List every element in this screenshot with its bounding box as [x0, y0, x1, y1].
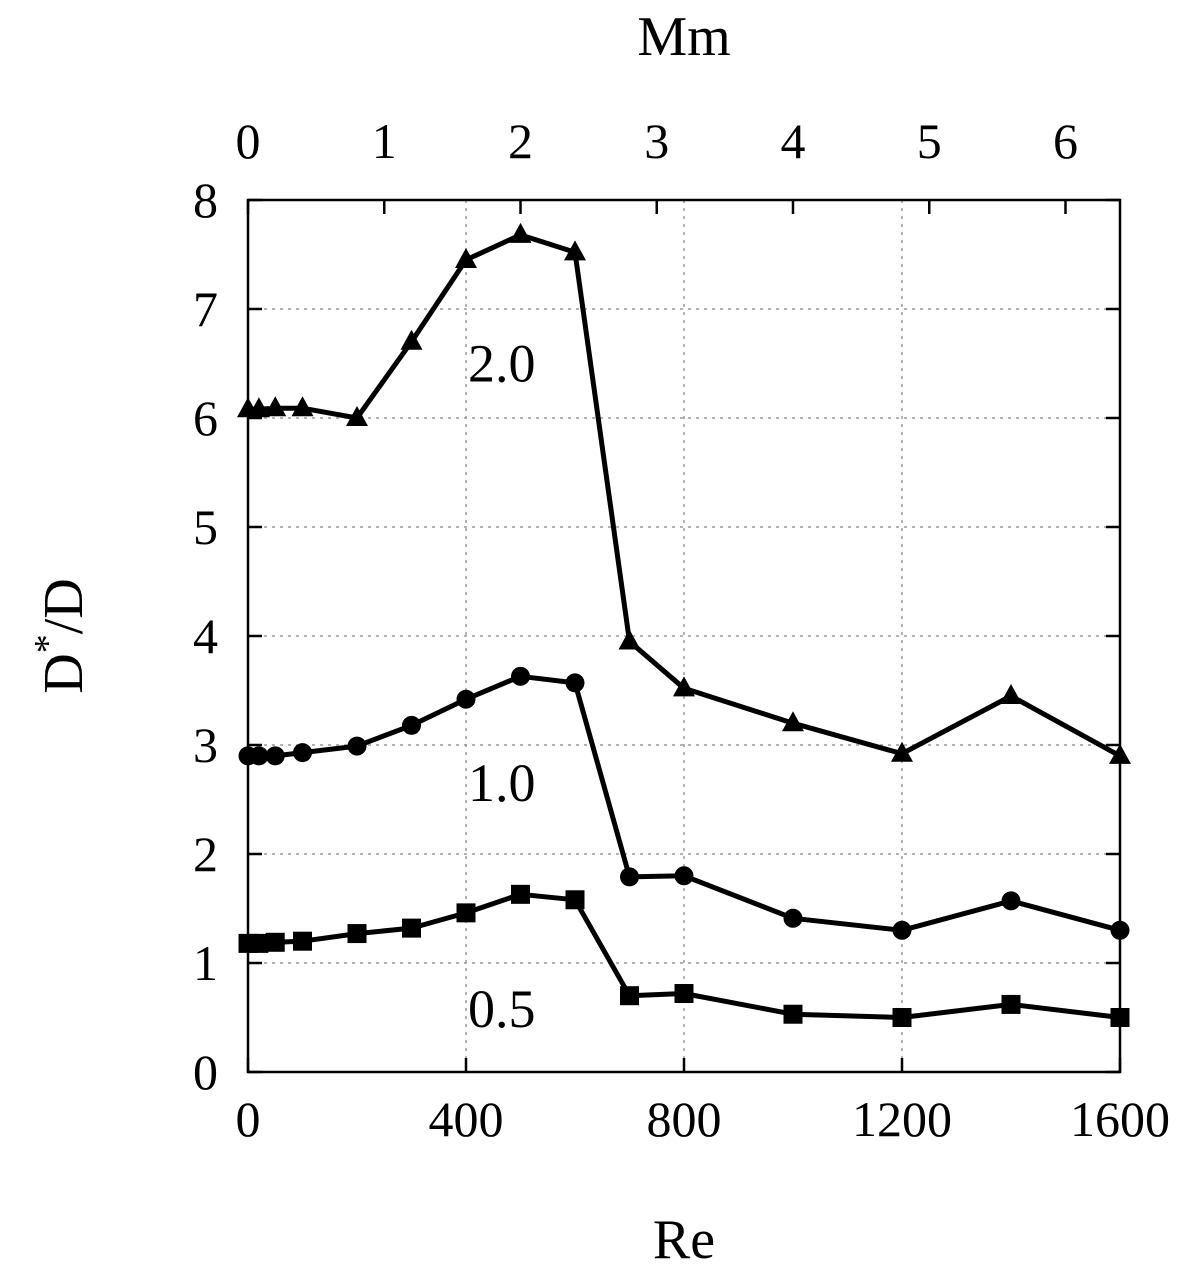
- series-group: 2.0 1.0 0.5: [237, 222, 1131, 1039]
- square-marker-10: [674, 984, 694, 1004]
- x-tick-label-3: 1200: [852, 1091, 952, 1147]
- square-marker-11: [783, 1004, 803, 1024]
- triangle-marker-1: [247, 397, 270, 418]
- circle-marker-2: [265, 746, 285, 766]
- y-tick-label-3: 3: [193, 717, 218, 773]
- series-label-triangle: 2.0: [468, 334, 536, 394]
- triangle-marker-11: [782, 711, 804, 732]
- square-marker-12: [892, 1008, 912, 1027]
- square-marker-2: [265, 932, 285, 952]
- top-tick-label-3: 3: [644, 113, 669, 169]
- triangle-marker-8: [564, 240, 586, 261]
- circle-marker-6: [456, 689, 476, 709]
- grid: [248, 200, 1120, 1072]
- x-tick-label-4: 1600: [1070, 1091, 1170, 1147]
- square-marker-1: [249, 933, 269, 953]
- y-tick-label-1: 1: [193, 935, 218, 991]
- y-axis-title-tail: /D: [33, 578, 95, 634]
- square-marker-6: [456, 903, 476, 923]
- x-axis-title: Re: [653, 1209, 715, 1267]
- circle-marker-9: [620, 867, 639, 887]
- triangle-marker-13: [1000, 683, 1022, 704]
- triangle-marker-10: [673, 676, 695, 697]
- top-tick-label-1: 1: [372, 113, 397, 169]
- square-marker-13: [1001, 994, 1021, 1014]
- y-tick-label-6: 6: [193, 390, 218, 446]
- x-tick-label-2: 800: [647, 1091, 722, 1147]
- circle-marker-7: [511, 666, 530, 686]
- circle-marker-4: [347, 736, 367, 756]
- square-marker-4: [347, 924, 367, 944]
- circle-marker-12: [892, 920, 912, 940]
- circle-marker-8: [565, 673, 585, 693]
- y-tick-label-2: 2: [193, 826, 218, 882]
- y-axis-title-main: D: [33, 653, 95, 693]
- triangle-marker-5: [400, 329, 423, 350]
- circle-marker-5: [402, 715, 421, 735]
- circle-marker-10: [674, 866, 694, 886]
- x-tick-label-0: 0: [236, 1091, 261, 1147]
- square-marker-3: [293, 931, 312, 951]
- square-marker-9: [620, 986, 639, 1006]
- triangle-marker-12: [891, 741, 913, 762]
- top-tick-label-5: 5: [917, 113, 942, 169]
- y-tick-label-4: 4: [193, 608, 218, 664]
- y-axis-title: D*/D: [27, 578, 95, 693]
- y-axis-title-sup: *: [27, 634, 69, 653]
- y-tick-label-0: 0: [193, 1044, 218, 1100]
- top-tick-label-0: 0: [236, 113, 261, 169]
- top-tick-label-4: 4: [781, 113, 806, 169]
- circle-marker-11: [783, 908, 803, 928]
- top-tick-label-6: 6: [1053, 113, 1078, 169]
- axis-ticks: [246, 198, 1122, 1074]
- square-marker-8: [565, 890, 585, 910]
- circle-marker-3: [293, 743, 312, 763]
- y-tick-label-5: 5: [193, 499, 218, 555]
- top-axis-title: Mm: [637, 6, 730, 68]
- square-marker-7: [511, 884, 530, 904]
- x-tick-label-1: 400: [429, 1091, 504, 1147]
- square-marker-5: [402, 918, 421, 938]
- circle-marker-1: [249, 746, 269, 766]
- series-label-square: 0.5: [468, 979, 536, 1039]
- triangle-marker-2: [264, 396, 287, 417]
- triangle-marker-6: [455, 247, 477, 268]
- triangle-marker-4: [346, 406, 368, 426]
- y-tick-label-8: 8: [193, 172, 218, 228]
- triangle-marker-3: [291, 396, 314, 417]
- triangle-marker-9: [618, 629, 641, 650]
- series-label-circle: 1.0: [468, 753, 536, 813]
- top-tick-label-2: 2: [508, 113, 533, 169]
- y-tick-label-7: 7: [193, 281, 218, 337]
- triangle-marker-7: [509, 222, 532, 243]
- circle-marker-13: [1001, 891, 1021, 911]
